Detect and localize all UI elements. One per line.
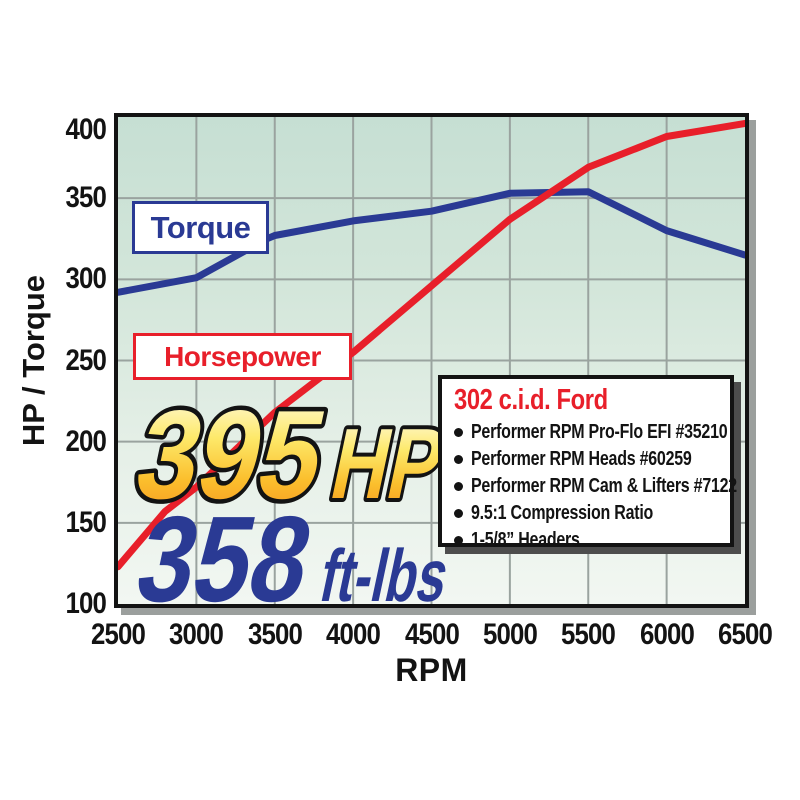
curves-canvas: [118, 117, 745, 604]
bullet-icon: [454, 482, 463, 491]
x-axis-title: RPM: [395, 652, 468, 688]
bullet-icon: [454, 536, 463, 545]
x-tick-label: 3500: [247, 618, 303, 651]
torque-callout-value: 358: [126, 491, 323, 627]
horsepower-label: Horsepower: [133, 333, 352, 380]
bullet-icon: [454, 509, 463, 518]
y-tick-label: 100: [65, 587, 107, 620]
x-tick-label: 4000: [326, 618, 381, 651]
y-tick-label: 250: [65, 343, 107, 377]
x-tick-label: 3000: [169, 618, 224, 651]
torque-callout-group: 358 ft-lbs: [126, 491, 457, 627]
x-tick-label: 2500: [91, 618, 146, 651]
engine-info-item-text: Performer RPM Cam & Lifters #7122: [471, 475, 737, 497]
engine-info-item: Performer RPM Pro-Flo EFI #35210: [454, 419, 728, 446]
y-tick-label: 300: [65, 262, 107, 296]
torque-callout: 358 ft-lbs: [126, 491, 456, 627]
x-tick-label: 5000: [482, 618, 538, 651]
engine-info-item-text: 1-5/8” Headers: [471, 529, 580, 551]
y-tick-label: 150: [65, 505, 107, 539]
engine-info-item: Performer RPM Heads #60259: [454, 446, 722, 473]
engine-info-item-text: Performer RPM Heads #60259: [471, 448, 692, 470]
x-tick-label: 4500: [404, 618, 460, 651]
engine-info-item: Performer RPM Cam & Lifters #7122: [454, 473, 737, 500]
hp-callout: 395 HP: [121, 380, 458, 529]
horsepower-label-text: Horsepower: [164, 340, 321, 372]
y-tick-label: 350: [65, 181, 107, 215]
y-tick-label: 200: [65, 424, 107, 458]
torque-label-text: Torque: [150, 209, 251, 245]
bullet-icon: [454, 428, 463, 437]
torque-callout-unit: ft-lbs: [314, 534, 457, 617]
engine-info-list: Performer RPM Pro-Flo EFI #35210 Performe…: [454, 419, 737, 554]
engine-info-item: 9.5:1 Compression Ratio: [454, 500, 722, 527]
x-tick-label: 5500: [561, 618, 616, 651]
engine-info-item: 1-5/8” Headers: [454, 527, 722, 554]
horsepower-curve: [118, 120, 745, 571]
engine-info-box: 302 c.i.d. Ford Performer RPM Pro-Flo EF…: [438, 375, 737, 551]
x-tick-label: 6500: [718, 618, 773, 651]
x-tick-label: 6000: [639, 618, 695, 651]
plot-area: Torque Horsepower 395 HP 358: [114, 113, 749, 628]
hp-callout-value: 395: [125, 384, 337, 524]
engine-info-item-text: 9.5:1 Compression Ratio: [471, 502, 654, 524]
torque-label: Torque: [132, 201, 269, 254]
engine-info-item-text: Performer RPM Pro-Flo EFI #35210: [471, 421, 728, 443]
hp-callout-unit: HP: [322, 408, 454, 520]
y-tick-label: 400: [65, 113, 107, 146]
bullet-icon: [454, 455, 463, 464]
torque-curve: [118, 188, 745, 296]
engine-info-title: 302 c.i.d. Ford: [454, 384, 608, 416]
